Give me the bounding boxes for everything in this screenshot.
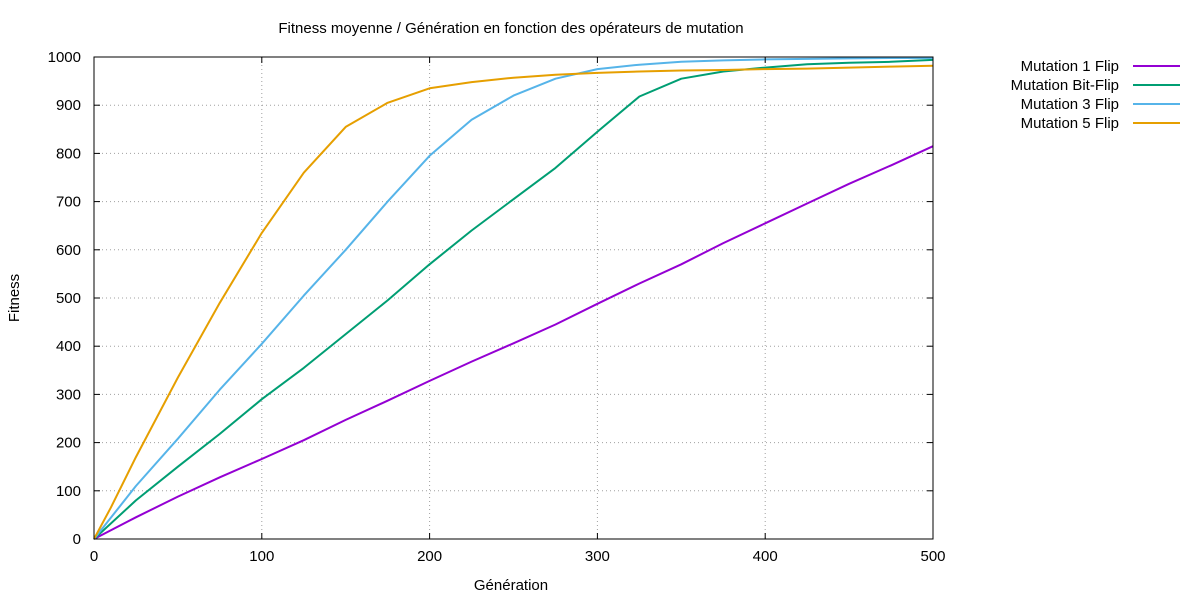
legend-label: Mutation 5 Flip	[1021, 115, 1119, 132]
y-tick-label: 600	[56, 242, 81, 259]
axis-ticks	[93, 56, 934, 540]
y-tick-label: 200	[56, 435, 81, 452]
y-tick-label: 900	[56, 97, 81, 114]
series-line-3	[93, 57, 933, 540]
series-line-1	[93, 145, 934, 540]
y-tick-label: 100	[56, 483, 81, 500]
y-tick-label: 0	[73, 531, 81, 548]
y-tick-label: 500	[56, 290, 81, 307]
x-tick-label: 200	[417, 548, 442, 565]
series-line-2	[93, 58, 934, 540]
y-tick-label: 400	[56, 338, 81, 355]
x-tick-label: 100	[249, 548, 274, 565]
x-tick-label: 400	[753, 548, 778, 565]
plot-frame	[93, 56, 934, 540]
legend-label: Mutation 1 Flip	[1021, 58, 1119, 75]
y-tick-labels: 0 100 200 300 400 500 600 700 800 900 1000	[48, 49, 81, 548]
x-tick-label: 500	[920, 548, 945, 565]
x-axis-label: Génération	[474, 577, 548, 594]
y-tick-label: 700	[56, 194, 81, 211]
x-tick-labels: 0 100 200 300 400 500	[90, 548, 946, 565]
legend-label: Mutation Bit-Flip	[1011, 77, 1119, 94]
x-tick-label: 300	[585, 548, 610, 565]
series-line-4	[93, 64, 934, 540]
y-axis-label: Fitness	[6, 274, 23, 322]
grid	[94, 57, 933, 539]
y-tick-label: 800	[56, 145, 81, 162]
chart-title: Fitness moyenne / Génération en fonction…	[278, 20, 743, 37]
y-tick-label: 300	[56, 386, 81, 403]
y-tick-label: 1000	[48, 49, 81, 66]
plot-lines	[93, 57, 934, 540]
legend-label: Mutation 3 Flip	[1021, 96, 1119, 113]
legend: Mutation 1 Flip Mutation Bit-Flip Mutation…	[1011, 58, 1180, 132]
x-tick-label: 0	[90, 548, 98, 565]
